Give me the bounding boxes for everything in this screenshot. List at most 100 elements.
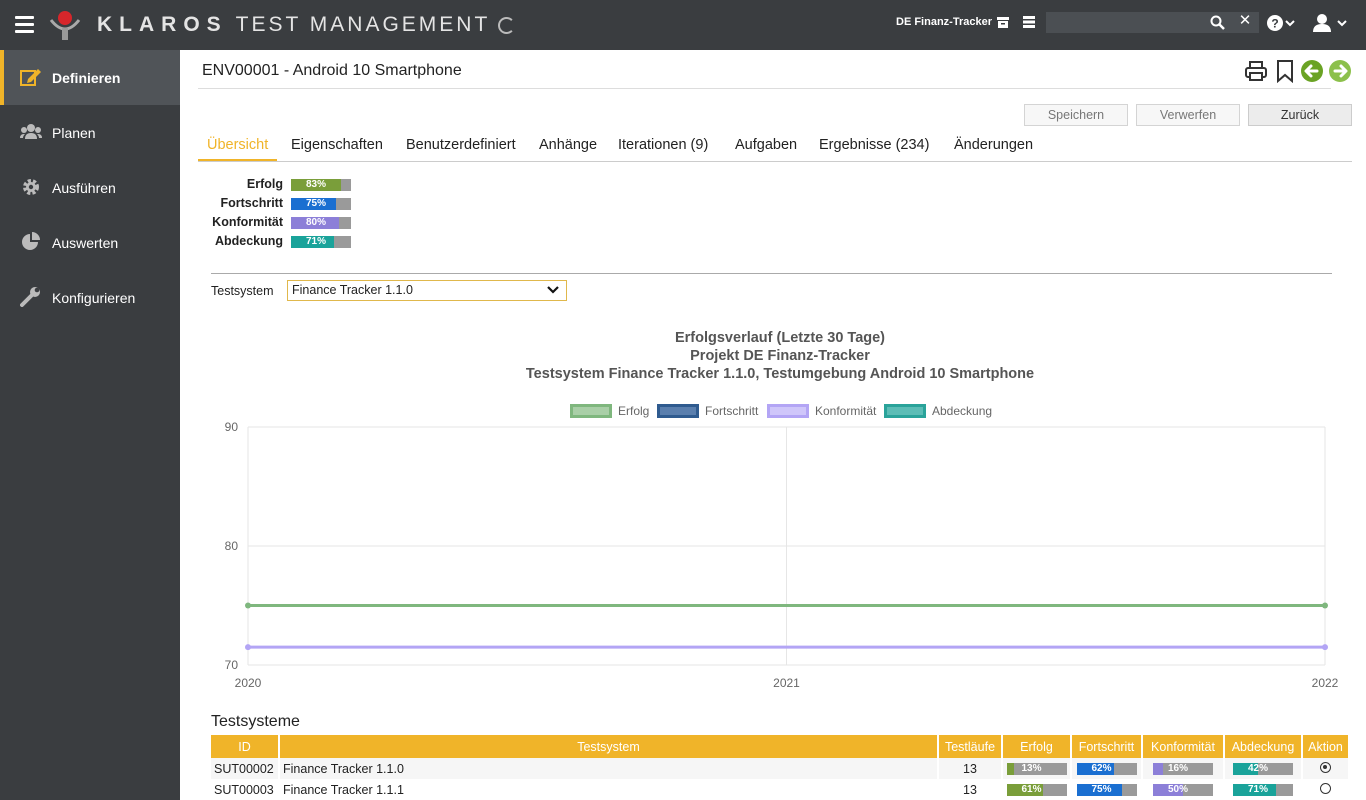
chart-title-line-2: Projekt DE Finanz-Tracker <box>690 348 870 364</box>
edit-icon <box>20 69 41 86</box>
legend-swatch-abdeckung <box>884 404 926 418</box>
forward-arrow-icon[interactable] <box>1328 59 1352 83</box>
col-konformitaet[interactable]: Konformität <box>1142 735 1225 758</box>
klaros-logo-icon <box>49 11 81 40</box>
select-radio[interactable] <box>1320 761 1331 773</box>
data-point-erfolg <box>245 602 251 609</box>
tab-anhaenge[interactable]: Anhänge <box>539 137 598 153</box>
metric-label: Erfolg <box>246 177 283 191</box>
metric-bar-fill <box>291 217 339 229</box>
metric-bar-fill <box>291 198 336 210</box>
legend-swatch-erfolg <box>570 404 612 418</box>
tab-iterationen[interactable]: Iterationen (9) <box>618 137 709 153</box>
gear-icon <box>23 179 39 195</box>
col-testlaeufe[interactable]: Testläufe <box>938 735 1003 758</box>
menu-icon[interactable] <box>15 16 34 33</box>
cell-progress: 75% <box>1071 779 1143 800</box>
legend-swatch-konformitaet <box>767 404 809 418</box>
col-testsystem[interactable]: Testsystem <box>279 735 939 758</box>
search-input[interactable] <box>1046 12 1259 33</box>
sidebar-item-definieren[interactable]: Definieren <box>0 50 180 105</box>
cell-id[interactable]: SUT00003 <box>211 779 280 800</box>
coverage-percent: 42% <box>1247 762 1268 774</box>
print-icon[interactable] <box>1244 59 1268 83</box>
tab-ergebnisse[interactable]: Ergebnisse (234) <box>819 137 930 153</box>
chevron-down-icon <box>547 286 559 294</box>
discard-button[interactable]: Verwerfen <box>1136 104 1240 126</box>
select-radio[interactable] <box>1320 782 1331 794</box>
metric-bar: 80% <box>291 217 351 229</box>
cell-testsystem[interactable]: Finance Tracker 1.1.0 <box>279 758 939 779</box>
save-button[interactable]: Speichern <box>1024 104 1128 126</box>
cell-testlaeufe: 13 <box>938 758 1003 779</box>
y-tick-label: 80 <box>225 539 239 553</box>
page-title: ENV00001 - Android 10 Smartphone <box>202 62 462 79</box>
metric-percent: 71% <box>305 236 326 247</box>
cell-progress: 62% <box>1071 758 1143 779</box>
metric-label: Fortschritt <box>220 196 284 210</box>
col-id[interactable]: ID <box>211 735 280 758</box>
col-aktion: Aktion <box>1302 735 1350 758</box>
data-point-konformität <box>245 644 251 651</box>
testsystems-table: ID Testsystem Testläufe Erfolg Fortschri… <box>211 735 1350 800</box>
tab-aenderungen[interactable]: Änderungen <box>954 137 1034 153</box>
back-button[interactable]: Zurück <box>1248 104 1352 126</box>
progress-percent: 62% <box>1091 762 1112 774</box>
cell-conformity: 50% <box>1142 779 1225 800</box>
metric-label: Abdeckung <box>214 234 283 248</box>
sidebar-item-auswerten[interactable]: Auswerten <box>0 215 180 270</box>
progress-percent: 75% <box>1091 783 1112 795</box>
sidebar-item-ausfuehren[interactable]: Ausführen <box>0 160 180 215</box>
metric-bar-fill <box>291 236 334 248</box>
tab-aufgaben[interactable]: Aufgaben <box>735 137 798 153</box>
sidebar-item-planen[interactable]: Planen <box>0 105 180 160</box>
col-fortschritt[interactable]: Fortschritt <box>1071 735 1143 758</box>
cell-testsystem[interactable]: Finance Tracker 1.1.1 <box>279 779 939 800</box>
cell-coverage: 71% <box>1224 779 1303 800</box>
success-bar-fill <box>1006 762 1015 775</box>
clear-search-icon[interactable]: ✕ <box>1238 12 1252 29</box>
progress-bar-fill <box>1076 762 1114 775</box>
back-arrow-icon[interactable] <box>1300 59 1324 83</box>
tab-benutzerdefiniert[interactable]: Benutzerdefiniert <box>406 137 516 153</box>
svg-text:?: ? <box>1271 17 1278 31</box>
tab-eigenschaften[interactable]: Eigenschaften <box>291 137 383 153</box>
conformity-bar-fill <box>1153 762 1163 775</box>
success-history-chart: 70 80 90 2020 2021 2022 <box>225 420 1339 690</box>
table-row[interactable]: SUT00002 Finance Tracker 1.1.0 13 13% 62% 16%… <box>211 758 1350 779</box>
x-tick-label: 2020 <box>235 676 262 690</box>
help-icon[interactable]: ? <box>1266 14 1298 32</box>
success-bar: 13% <box>1006 762 1067 775</box>
title-divider <box>198 88 1331 89</box>
user-menu-icon[interactable] <box>1312 13 1352 33</box>
success-bar-fill <box>1006 783 1044 796</box>
progress-bar: 62% <box>1076 762 1137 775</box>
col-abdeckung[interactable]: Abdeckung <box>1224 735 1303 758</box>
brand-name: KLAROS TEST MANAGEMENT <box>97 13 491 36</box>
tab-uebersicht[interactable]: Übersicht <box>207 137 269 153</box>
col-erfolg[interactable]: Erfolg <box>1002 735 1072 758</box>
coverage-bar-fill <box>1233 783 1276 796</box>
conformity-percent: 16% <box>1167 762 1188 774</box>
users-icon <box>20 124 42 139</box>
cell-id[interactable]: SUT00002 <box>211 758 280 779</box>
metric-bar: 75% <box>291 198 351 210</box>
chart-title-line-1: Erfolgsverlauf (Letzte 30 Tage) <box>674 330 886 346</box>
project-name[interactable]: DE Finanz-Tracker <box>896 16 992 28</box>
metric-bar: 83% <box>291 179 351 191</box>
archive-icon[interactable] <box>996 15 1010 29</box>
testsystem-select[interactable]: Finance Tracker 1.1.0 <box>287 280 567 301</box>
table-row[interactable]: SUT00003 Finance Tracker 1.1.1 13 61% 75% 50%… <box>211 779 1350 800</box>
testsystem-selected-value: Finance Tracker 1.1.0 <box>292 283 413 297</box>
metric-percent: 80% <box>305 217 326 228</box>
conformity-bar-fill <box>1153 783 1183 796</box>
coverage-percent: 71% <box>1247 783 1268 795</box>
list-icon[interactable] <box>1022 15 1036 29</box>
sidebar-item-konfigurieren[interactable]: Konfigurieren <box>0 270 180 325</box>
bookmark-icon[interactable] <box>1273 59 1297 83</box>
search-icon[interactable] <box>1210 15 1225 30</box>
progress-bar: 75% <box>1076 783 1137 796</box>
testsystem-label: Testsystem <box>211 284 274 298</box>
sidebar: Definieren Planen Ausführen Auswerten Ko… <box>0 50 180 800</box>
conformity-percent: 50% <box>1167 783 1188 795</box>
